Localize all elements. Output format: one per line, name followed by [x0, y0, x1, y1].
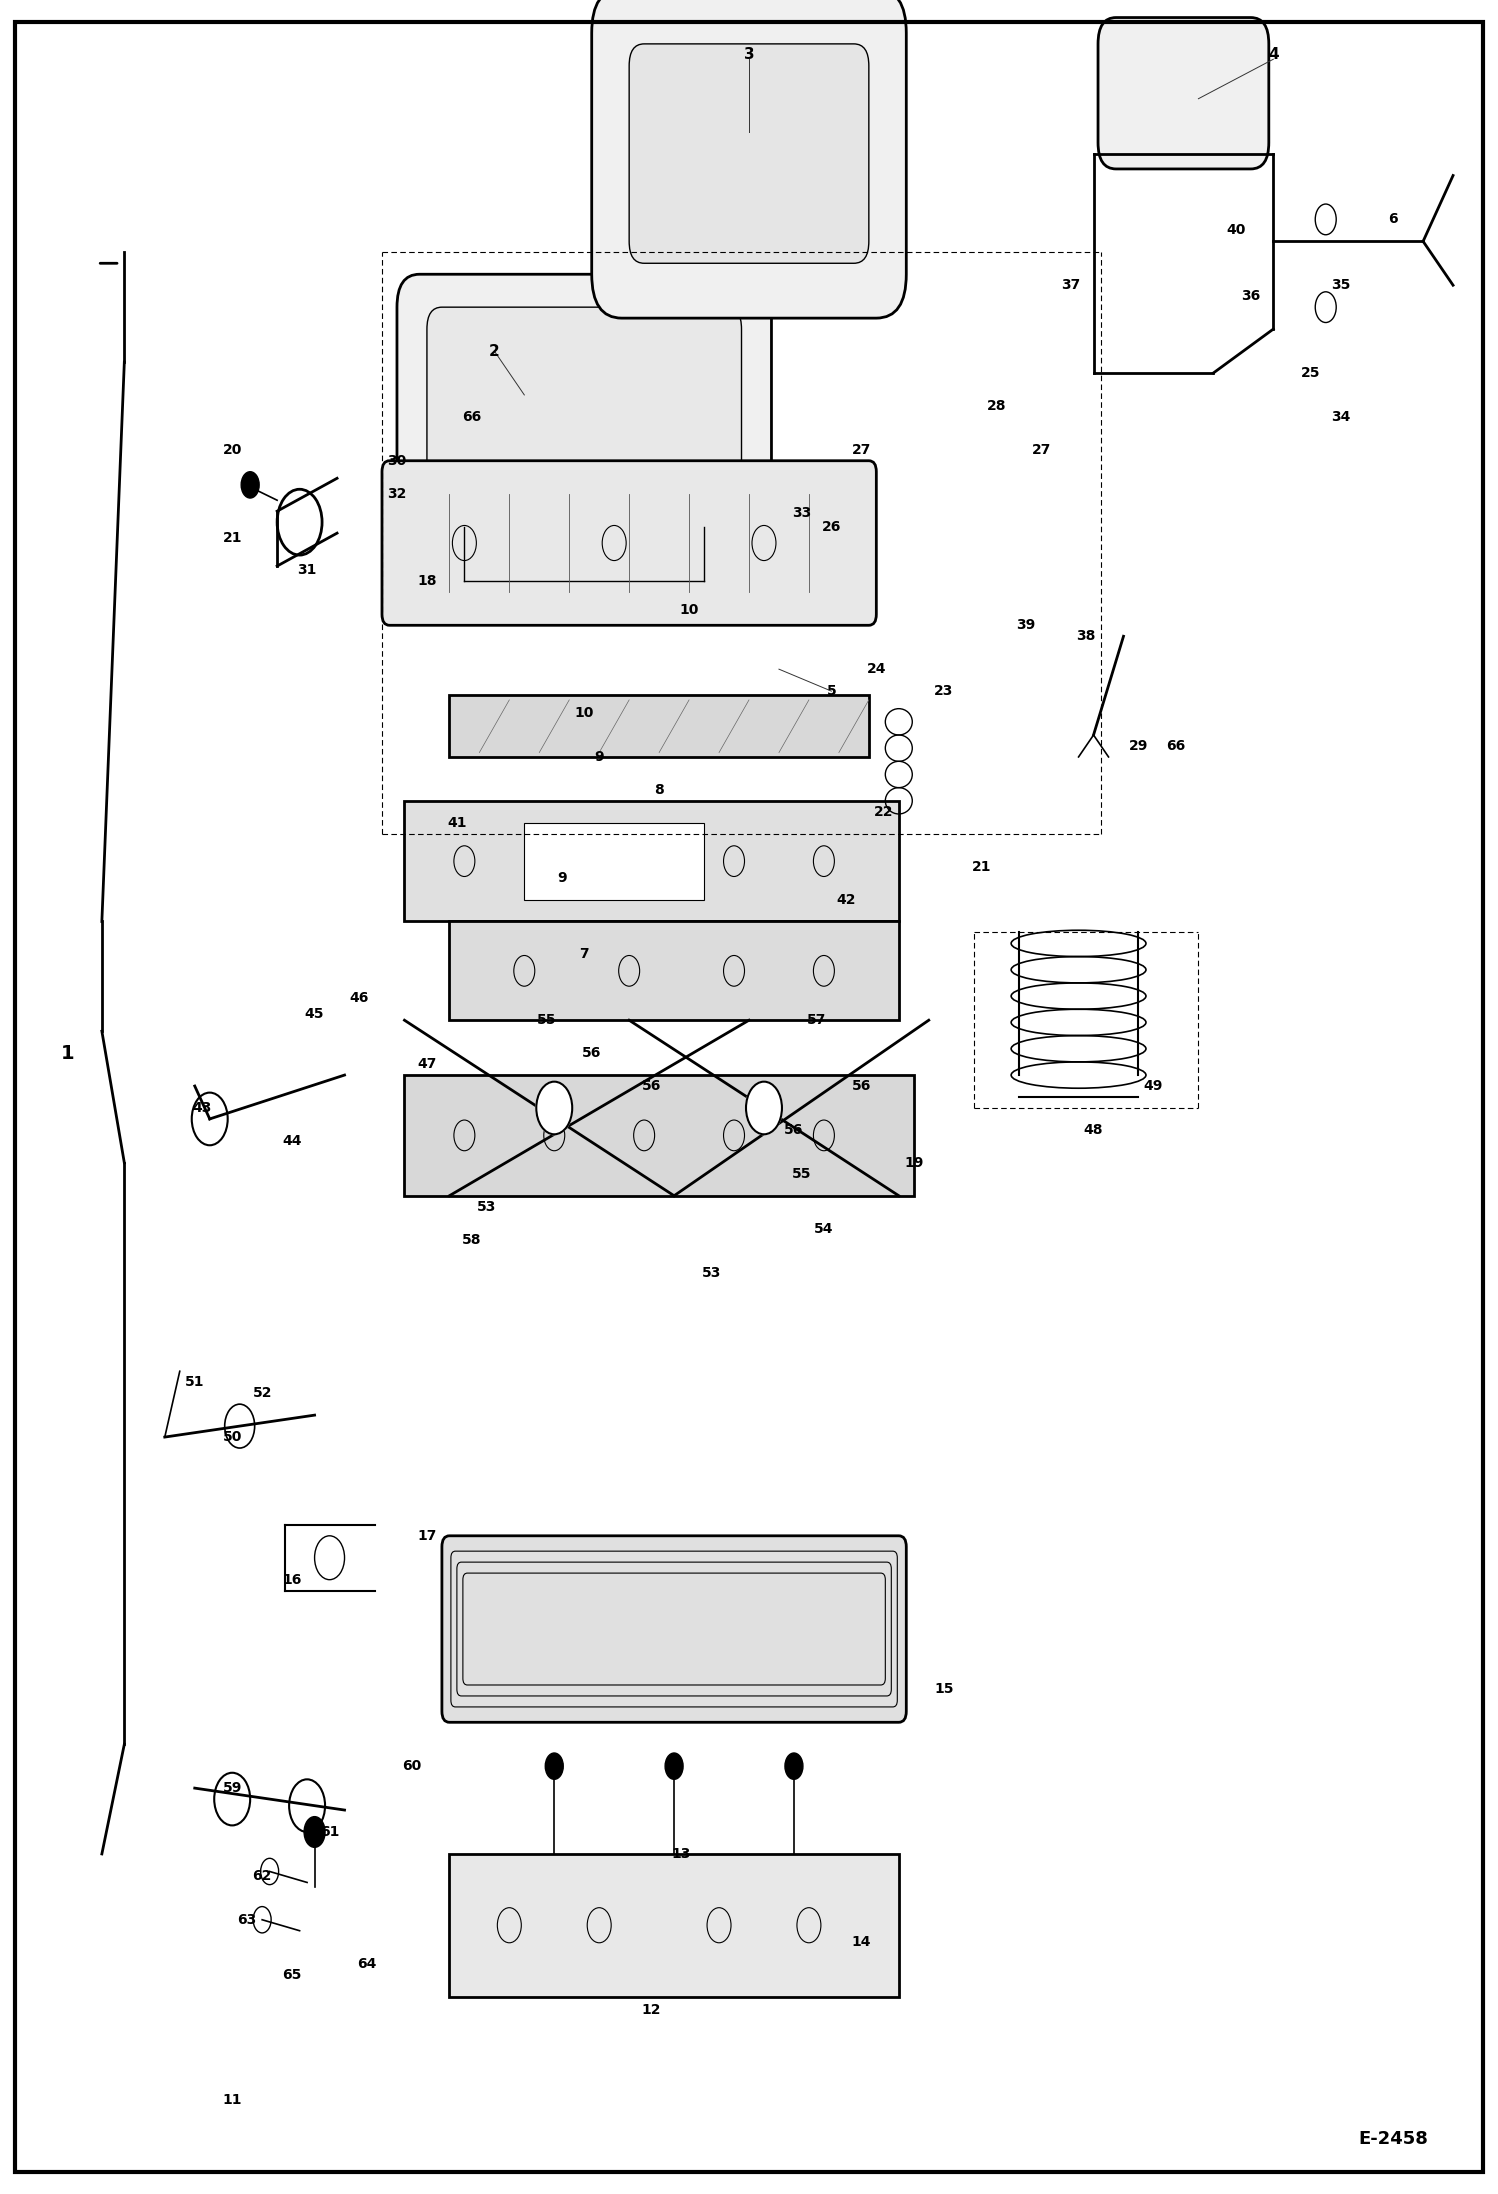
Text: 59: 59: [223, 1782, 241, 1795]
Text: 28: 28: [986, 399, 1007, 412]
Text: 42: 42: [836, 893, 857, 906]
Bar: [449, 921, 899, 1020]
Text: 12: 12: [641, 2003, 662, 2016]
Circle shape: [536, 1082, 572, 1134]
Text: 61: 61: [321, 1825, 339, 1839]
Text: 1: 1: [60, 1044, 75, 1062]
Text: 64: 64: [358, 1957, 376, 1970]
Text: 48: 48: [1083, 1123, 1104, 1136]
Text: 27: 27: [852, 443, 870, 456]
Text: 41: 41: [446, 816, 467, 829]
Bar: [404, 1075, 914, 1196]
Text: 19: 19: [905, 1156, 923, 1169]
Text: 52: 52: [252, 1387, 273, 1400]
Text: 4: 4: [1267, 48, 1279, 61]
Text: 24: 24: [866, 663, 887, 676]
Text: 18: 18: [416, 575, 437, 588]
Text: 47: 47: [418, 1058, 436, 1071]
Text: 54: 54: [813, 1222, 834, 1235]
Text: 33: 33: [792, 507, 810, 520]
Text: 6: 6: [1389, 213, 1398, 226]
FancyBboxPatch shape: [382, 461, 876, 625]
Text: 56: 56: [785, 1123, 803, 1136]
Text: 50: 50: [223, 1430, 241, 1444]
Text: 37: 37: [1062, 279, 1080, 292]
Circle shape: [304, 1817, 325, 1847]
Text: 36: 36: [1242, 290, 1260, 303]
Text: 51: 51: [184, 1376, 205, 1389]
Text: 49: 49: [1144, 1079, 1162, 1093]
Bar: [404, 801, 899, 921]
Text: 9: 9: [557, 871, 566, 884]
Text: 43: 43: [193, 1101, 211, 1115]
Text: 9: 9: [595, 750, 604, 764]
Text: 38: 38: [1077, 630, 1095, 643]
Text: 60: 60: [403, 1760, 421, 1773]
Text: 45: 45: [304, 1007, 325, 1020]
Text: 35: 35: [1332, 279, 1350, 292]
Text: 56: 56: [643, 1079, 661, 1093]
Text: 10: 10: [575, 706, 593, 720]
Circle shape: [746, 1082, 782, 1134]
Circle shape: [545, 1753, 563, 1779]
Text: 20: 20: [223, 443, 241, 456]
Text: 40: 40: [1227, 224, 1245, 237]
FancyBboxPatch shape: [442, 1536, 906, 1722]
Text: 31: 31: [298, 564, 316, 577]
FancyBboxPatch shape: [592, 0, 906, 318]
Text: 44: 44: [282, 1134, 303, 1147]
Text: 11: 11: [222, 2093, 243, 2106]
Text: 7: 7: [580, 948, 589, 961]
Text: 57: 57: [807, 1014, 825, 1027]
Text: 66: 66: [1167, 739, 1185, 753]
Text: 56: 56: [852, 1079, 870, 1093]
Bar: [449, 695, 869, 757]
Text: 10: 10: [680, 603, 698, 617]
Circle shape: [665, 1753, 683, 1779]
Text: 13: 13: [673, 1847, 691, 1861]
Text: 56: 56: [583, 1047, 601, 1060]
Text: 17: 17: [418, 1529, 436, 1542]
Text: 46: 46: [351, 992, 369, 1005]
Text: 32: 32: [388, 487, 406, 500]
Text: 63: 63: [238, 1913, 256, 1926]
Text: 21: 21: [222, 531, 243, 544]
Text: 2: 2: [488, 344, 500, 358]
FancyBboxPatch shape: [397, 274, 771, 559]
Text: 62: 62: [253, 1869, 271, 1882]
Text: 15: 15: [933, 1683, 954, 1696]
Text: 27: 27: [1032, 443, 1050, 456]
Text: 29: 29: [1129, 739, 1147, 753]
Text: 53: 53: [478, 1200, 496, 1213]
Text: 14: 14: [851, 1935, 872, 1948]
Text: 8: 8: [655, 783, 664, 796]
FancyBboxPatch shape: [427, 307, 742, 527]
Text: 26: 26: [822, 520, 840, 533]
Text: 39: 39: [1017, 619, 1035, 632]
FancyBboxPatch shape: [1098, 18, 1269, 169]
Text: 21: 21: [971, 860, 992, 873]
Text: E-2458: E-2458: [1359, 2130, 1428, 2148]
FancyBboxPatch shape: [629, 44, 869, 263]
Text: 65: 65: [283, 1968, 301, 1981]
Text: 55: 55: [536, 1014, 557, 1027]
Text: 5: 5: [827, 685, 836, 698]
Text: 53: 53: [703, 1266, 721, 1279]
Text: 34: 34: [1332, 410, 1350, 423]
Circle shape: [241, 472, 259, 498]
Text: 55: 55: [791, 1167, 812, 1180]
Text: 22: 22: [873, 805, 894, 818]
Circle shape: [785, 1753, 803, 1779]
Text: 23: 23: [935, 685, 953, 698]
Text: 25: 25: [1300, 366, 1321, 380]
Text: 66: 66: [463, 410, 481, 423]
Bar: [449, 1854, 899, 1997]
Text: 58: 58: [461, 1233, 482, 1246]
Text: 3: 3: [743, 48, 755, 61]
Bar: [524, 823, 704, 900]
Text: 30: 30: [388, 454, 406, 467]
Text: 16: 16: [283, 1573, 301, 1586]
